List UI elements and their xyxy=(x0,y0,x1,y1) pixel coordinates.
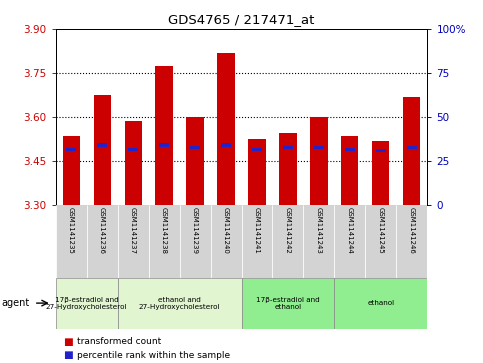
Bar xyxy=(159,143,169,147)
Bar xyxy=(149,205,180,278)
Bar xyxy=(376,149,385,152)
Bar xyxy=(242,278,334,329)
Bar xyxy=(221,143,231,147)
Text: GSM1141245: GSM1141245 xyxy=(378,207,384,254)
Bar xyxy=(98,143,107,147)
Bar xyxy=(397,205,427,278)
Text: 17β-estradiol and
27-Hydroxycholesterol: 17β-estradiol and 27-Hydroxycholesterol xyxy=(46,297,128,310)
Bar xyxy=(66,148,76,151)
Bar xyxy=(272,205,303,278)
Text: GDS4765 / 217471_at: GDS4765 / 217471_at xyxy=(168,13,315,26)
Bar xyxy=(366,205,397,278)
Bar xyxy=(128,148,138,151)
Bar xyxy=(56,205,86,278)
Bar xyxy=(156,66,172,205)
Bar xyxy=(407,146,417,150)
Bar xyxy=(248,139,266,205)
Bar xyxy=(314,146,324,150)
Bar xyxy=(190,146,199,150)
Bar xyxy=(211,205,242,278)
Bar xyxy=(117,205,149,278)
Text: agent: agent xyxy=(1,298,29,308)
Text: 17β-estradiol and
ethanol: 17β-estradiol and ethanol xyxy=(256,297,320,310)
Text: ethanol: ethanol xyxy=(368,300,395,306)
Bar xyxy=(117,278,242,329)
Bar xyxy=(372,140,389,205)
Bar xyxy=(345,148,355,151)
Text: ■: ■ xyxy=(63,337,72,347)
Text: GSM1141237: GSM1141237 xyxy=(130,207,136,254)
Bar xyxy=(186,117,203,205)
Bar xyxy=(311,117,327,205)
Text: GSM1141239: GSM1141239 xyxy=(192,207,198,254)
Bar xyxy=(86,205,117,278)
Bar xyxy=(217,53,235,205)
Text: GSM1141235: GSM1141235 xyxy=(68,207,74,254)
Bar xyxy=(403,97,421,205)
Text: GSM1141241: GSM1141241 xyxy=(254,207,260,254)
Text: GSM1141244: GSM1141244 xyxy=(347,207,353,254)
Text: GSM1141243: GSM1141243 xyxy=(316,207,322,254)
Bar xyxy=(284,146,293,150)
Text: ■: ■ xyxy=(63,350,72,360)
Bar xyxy=(242,205,272,278)
Bar xyxy=(56,278,117,329)
Text: GSM1141246: GSM1141246 xyxy=(409,207,415,254)
Text: ethanol and
27-Hydroxycholesterol: ethanol and 27-Hydroxycholesterol xyxy=(139,297,220,310)
Text: GSM1141236: GSM1141236 xyxy=(99,207,105,254)
Text: GSM1141242: GSM1141242 xyxy=(285,207,291,254)
Bar xyxy=(334,205,366,278)
Bar xyxy=(341,136,358,205)
Bar xyxy=(125,122,142,205)
Bar xyxy=(180,205,211,278)
Text: transformed count: transformed count xyxy=(77,338,161,346)
Bar xyxy=(334,278,427,329)
Bar xyxy=(280,133,297,205)
Bar xyxy=(62,136,80,205)
Bar xyxy=(94,95,111,205)
Text: GSM1141238: GSM1141238 xyxy=(161,207,167,254)
Bar xyxy=(303,205,334,278)
Text: percentile rank within the sample: percentile rank within the sample xyxy=(77,351,230,359)
Text: GSM1141240: GSM1141240 xyxy=(223,207,229,254)
Bar xyxy=(252,148,262,151)
